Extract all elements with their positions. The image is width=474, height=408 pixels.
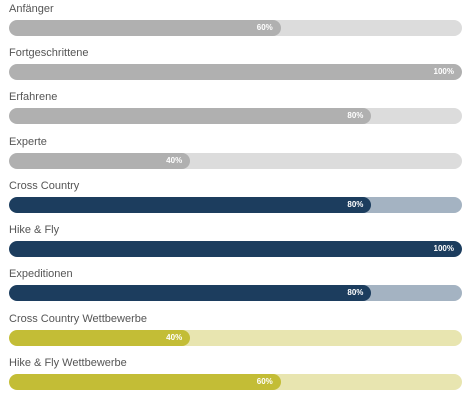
progress-fill: 60% (9, 20, 281, 36)
progress-value: 80% (347, 111, 364, 120)
progress-track: 80% (9, 285, 462, 301)
skill-label: Anfänger (9, 3, 54, 15)
skill-label: Cross Country (9, 180, 80, 192)
progress-fill: 40% (9, 153, 191, 169)
skill-label: Expeditionen (9, 268, 73, 280)
progress-track: 60% (9, 374, 462, 390)
progress-track: 60% (9, 20, 462, 36)
progress-fill: 100% (9, 241, 462, 257)
progress-value: 40% (166, 156, 183, 165)
progress-track: 80% (9, 108, 462, 124)
progress-value: 60% (256, 23, 273, 32)
progress-value: 80% (347, 200, 364, 209)
progress-value: 80% (347, 288, 364, 297)
progress-fill: 80% (9, 285, 372, 301)
progress-track: 40% (9, 153, 462, 169)
progress-value: 100% (433, 67, 454, 76)
progress-track: 40% (9, 330, 462, 346)
progress-track: 100% (9, 64, 462, 80)
skill-label: Experte (9, 136, 47, 148)
progress-fill: 40% (9, 330, 191, 346)
progress-value: 100% (433, 244, 454, 253)
progress-track: 100% (9, 241, 462, 257)
skill-label: Fortgeschrittene (9, 47, 89, 59)
progress-fill: 100% (9, 64, 462, 80)
progress-fill: 60% (9, 374, 281, 390)
skill-label: Hike & Fly Wettbewerbe (9, 357, 127, 369)
skill-label: Cross Country Wettbewerbe (9, 313, 147, 325)
progress-value: 40% (166, 333, 183, 342)
skill-label: Hike & Fly (9, 224, 60, 236)
progress-value: 60% (256, 377, 273, 386)
progress-fill: 80% (9, 197, 372, 213)
skill-label: Erfahrene (9, 91, 58, 103)
progress-fill: 80% (9, 108, 372, 124)
progress-track: 80% (9, 197, 462, 213)
